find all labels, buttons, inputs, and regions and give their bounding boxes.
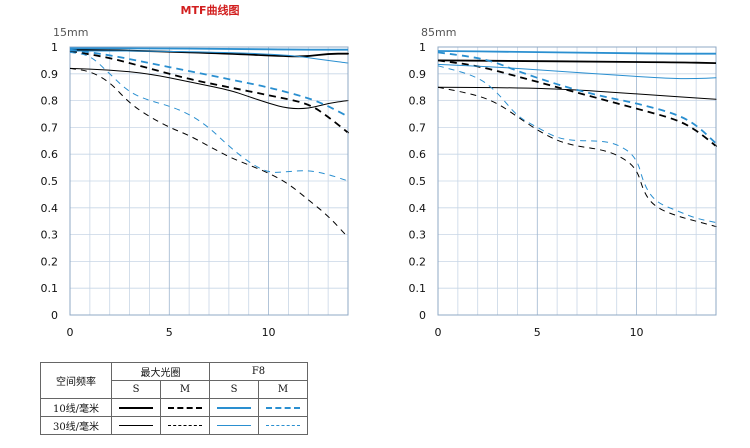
chart-title: 85mm [421, 26, 456, 39]
legend-col-m: M [160, 380, 210, 399]
legend-line-max-m-thick [168, 406, 202, 409]
y-tick-label: 0 [51, 309, 58, 322]
y-tick-label: 0.6 [41, 148, 59, 161]
y-tick-label: 0.7 [409, 121, 427, 134]
y-tick-label: 1 [419, 41, 426, 54]
series-line [437, 50, 716, 55]
legend-col-s: S [111, 380, 161, 399]
legend-col-m: M [258, 380, 308, 399]
x-tick-label: 5 [166, 326, 173, 339]
chart-title: 15mm [53, 26, 88, 39]
y-tick-label: 1 [51, 41, 58, 54]
series-line [70, 50, 349, 64]
legend-header-frequency: 空间频率 [40, 362, 112, 399]
legend-line-f8-m-thick [266, 406, 300, 409]
series-line [69, 48, 349, 58]
y-tick-label: 0.5 [409, 175, 427, 188]
y-tick-label: 0.9 [409, 68, 427, 81]
x-tick-label: 5 [534, 326, 541, 339]
x-tick-label: 10 [262, 326, 276, 339]
plot-frame [437, 46, 717, 316]
y-tick-label: 0.4 [409, 202, 427, 215]
legend-line-max-s-thin [119, 425, 153, 426]
legend-line-f8-m-thin [266, 425, 300, 426]
y-tick-label: 0 [419, 309, 426, 322]
y-tick-label: 0.8 [409, 95, 427, 108]
series-line [69, 67, 349, 110]
series-line [69, 51, 349, 182]
y-tick-label: 0.1 [409, 282, 427, 295]
series-line [69, 48, 349, 118]
y-tick-label: 0.5 [41, 175, 59, 188]
y-tick-label: 0.7 [41, 121, 59, 134]
series-line [69, 47, 348, 51]
legend-line-f8-s-thick [217, 406, 251, 409]
series-line [69, 50, 349, 134]
y-tick-label: 0.3 [41, 229, 59, 242]
legend-header-max-aperture: 最大光圈 [111, 362, 210, 381]
x-tick-label: 0 [435, 326, 442, 339]
y-tick-label: 0.3 [409, 229, 427, 242]
series-line [437, 51, 717, 145]
x-tick-label: 10 [630, 326, 644, 339]
legend-row-label: 10线/毫米 [40, 398, 112, 417]
series-line [437, 63, 717, 80]
x-tick-label: 0 [67, 326, 74, 339]
y-tick-label: 0.6 [409, 148, 427, 161]
legend-table: 空间频率 最大光圈 F8 S M S M 10线/毫米 30线/毫米 [40, 362, 308, 435]
legend-row-label: 30线/毫米 [40, 416, 112, 435]
series-line [437, 65, 717, 223]
legend-col-s: S [209, 380, 259, 399]
y-tick-label: 0.2 [409, 255, 427, 268]
y-tick-label: 0.9 [41, 68, 59, 81]
legend-header-f8: F8 [209, 362, 308, 381]
y-tick-label: 0.8 [41, 95, 59, 108]
legend-row-30lp: 30线/毫米 [40, 416, 308, 435]
legend-row-10lp: 10线/毫米 [40, 398, 308, 417]
y-tick-label: 0.1 [41, 282, 59, 295]
legend-line-max-s-thick [119, 406, 153, 409]
y-tick-label: 0.4 [41, 202, 59, 215]
page-title: MTF曲线图 [180, 4, 240, 17]
series-line [437, 86, 717, 100]
legend-line-max-m-thin [168, 425, 202, 426]
plot-frame [69, 46, 349, 316]
y-tick-label: 0.2 [41, 255, 59, 268]
legend-line-f8-s-thin [217, 425, 251, 426]
series-line [437, 59, 717, 64]
